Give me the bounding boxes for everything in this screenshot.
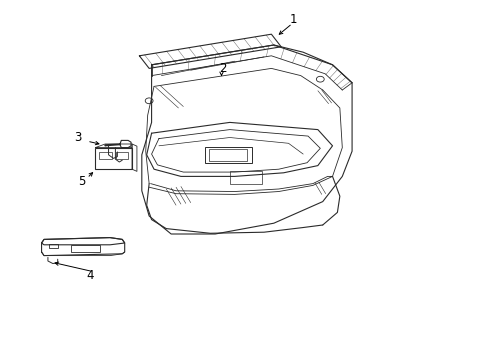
Bar (229, 171, 261, 184)
Text: 4: 4 (86, 269, 94, 282)
Bar (205, 147, 251, 163)
Text: 1: 1 (289, 13, 297, 26)
Bar (116, 152, 128, 159)
Bar (95, 148, 132, 169)
Bar (49, 244, 58, 248)
Bar (71, 245, 100, 252)
Bar (99, 152, 112, 159)
Text: 5: 5 (78, 175, 86, 188)
Text: 3: 3 (74, 131, 82, 144)
Bar (209, 149, 247, 161)
Text: 2: 2 (218, 62, 226, 75)
